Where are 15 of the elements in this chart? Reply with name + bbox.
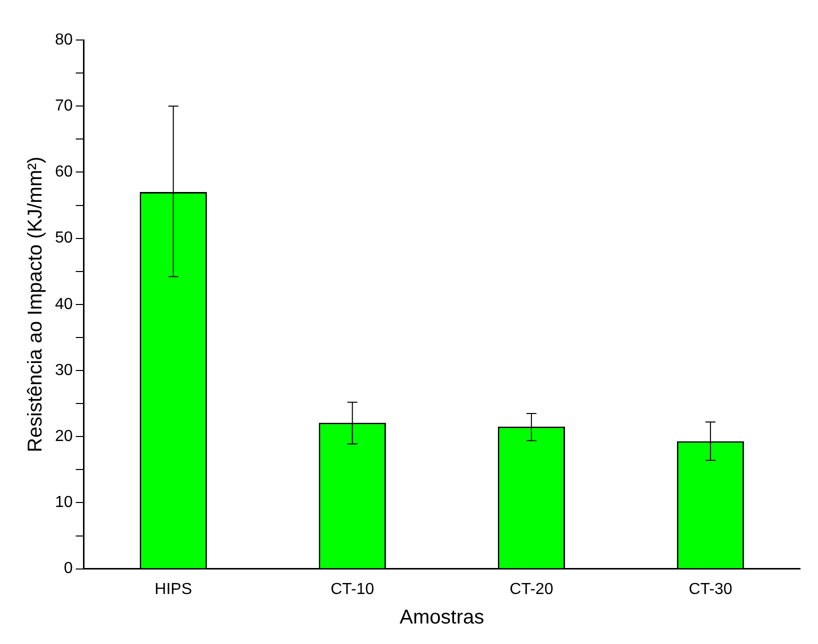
y-tick-label: 10 <box>55 494 73 512</box>
y-tick-label: 0 <box>64 560 73 578</box>
y-tick-label: 30 <box>55 362 73 379</box>
x-tick-label: CT-10 <box>330 580 374 598</box>
y-tick-label: 40 <box>55 296 73 313</box>
y-tick-label: 60 <box>55 164 73 181</box>
y-tick-label: 20 <box>55 428 73 446</box>
x-axis-title: Amostras <box>400 606 484 629</box>
y-tick-label: 50 <box>55 230 73 247</box>
x-tick-label: CT-20 <box>510 580 554 598</box>
x-tick-label: HIPS <box>154 580 192 598</box>
y-axis-title: Resistência ao Impacto (KJ/mm²) <box>24 156 47 452</box>
x-tick-label: CT-30 <box>688 580 732 598</box>
y-tick-label: 70 <box>55 98 73 115</box>
y-tick-label: 80 <box>55 31 73 48</box>
